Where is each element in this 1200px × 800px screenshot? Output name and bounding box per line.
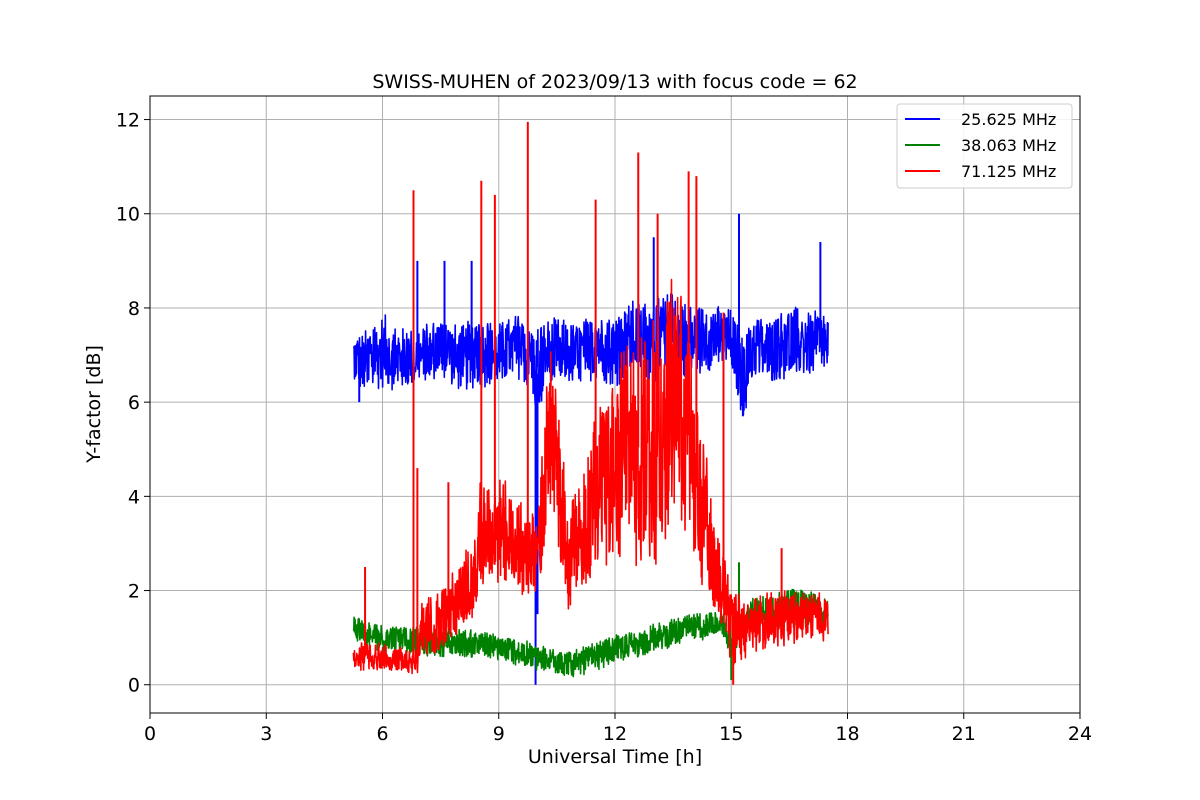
x-tick-label: 0 (144, 723, 156, 745)
grid (149, 96, 1081, 713)
legend-box (896, 103, 1073, 189)
y-tick-label: 6 (128, 392, 140, 414)
y-tick-label: 12 (116, 110, 140, 132)
legend-label-25: 25.625 MHz (961, 110, 1056, 129)
y-axis: 0 2 4 6 8 10 12 (116, 110, 150, 697)
legend: 25.625 MHz 38.063 MHz 71.125 MHz (896, 103, 1073, 189)
x-tick-label: 21 (952, 723, 976, 745)
y-tick-label: 2 (128, 581, 140, 603)
legend-label-71: 71.125 MHz (961, 162, 1056, 181)
y-tick-label: 10 (116, 204, 140, 226)
x-tick-label: 9 (493, 723, 505, 745)
x-axis-title: Universal Time [h] (528, 746, 702, 768)
x-tick-label: 24 (1068, 723, 1092, 745)
x-tick-label: 15 (719, 723, 743, 745)
y-tick-label: 8 (128, 298, 140, 320)
chart-title: SWISS-MUHEN of 2023/09/13 with focus cod… (372, 71, 857, 93)
x-tick-label: 18 (835, 723, 859, 745)
y-tick-label: 0 (128, 675, 140, 697)
y-tick-label: 4 (128, 486, 140, 508)
x-tick-label: 3 (260, 723, 272, 745)
series-line-2 (352, 278, 829, 675)
series-line-0 (352, 293, 829, 416)
x-tick-label: 12 (603, 723, 627, 745)
series-layer (352, 121, 829, 685)
y-axis-title: Y-factor [dB] (83, 345, 105, 464)
legend-label-38: 38.063 MHz (961, 136, 1056, 155)
x-tick-label: 6 (376, 723, 388, 745)
x-axis: 0 3 6 9 12 15 18 21 24 (144, 713, 1092, 745)
